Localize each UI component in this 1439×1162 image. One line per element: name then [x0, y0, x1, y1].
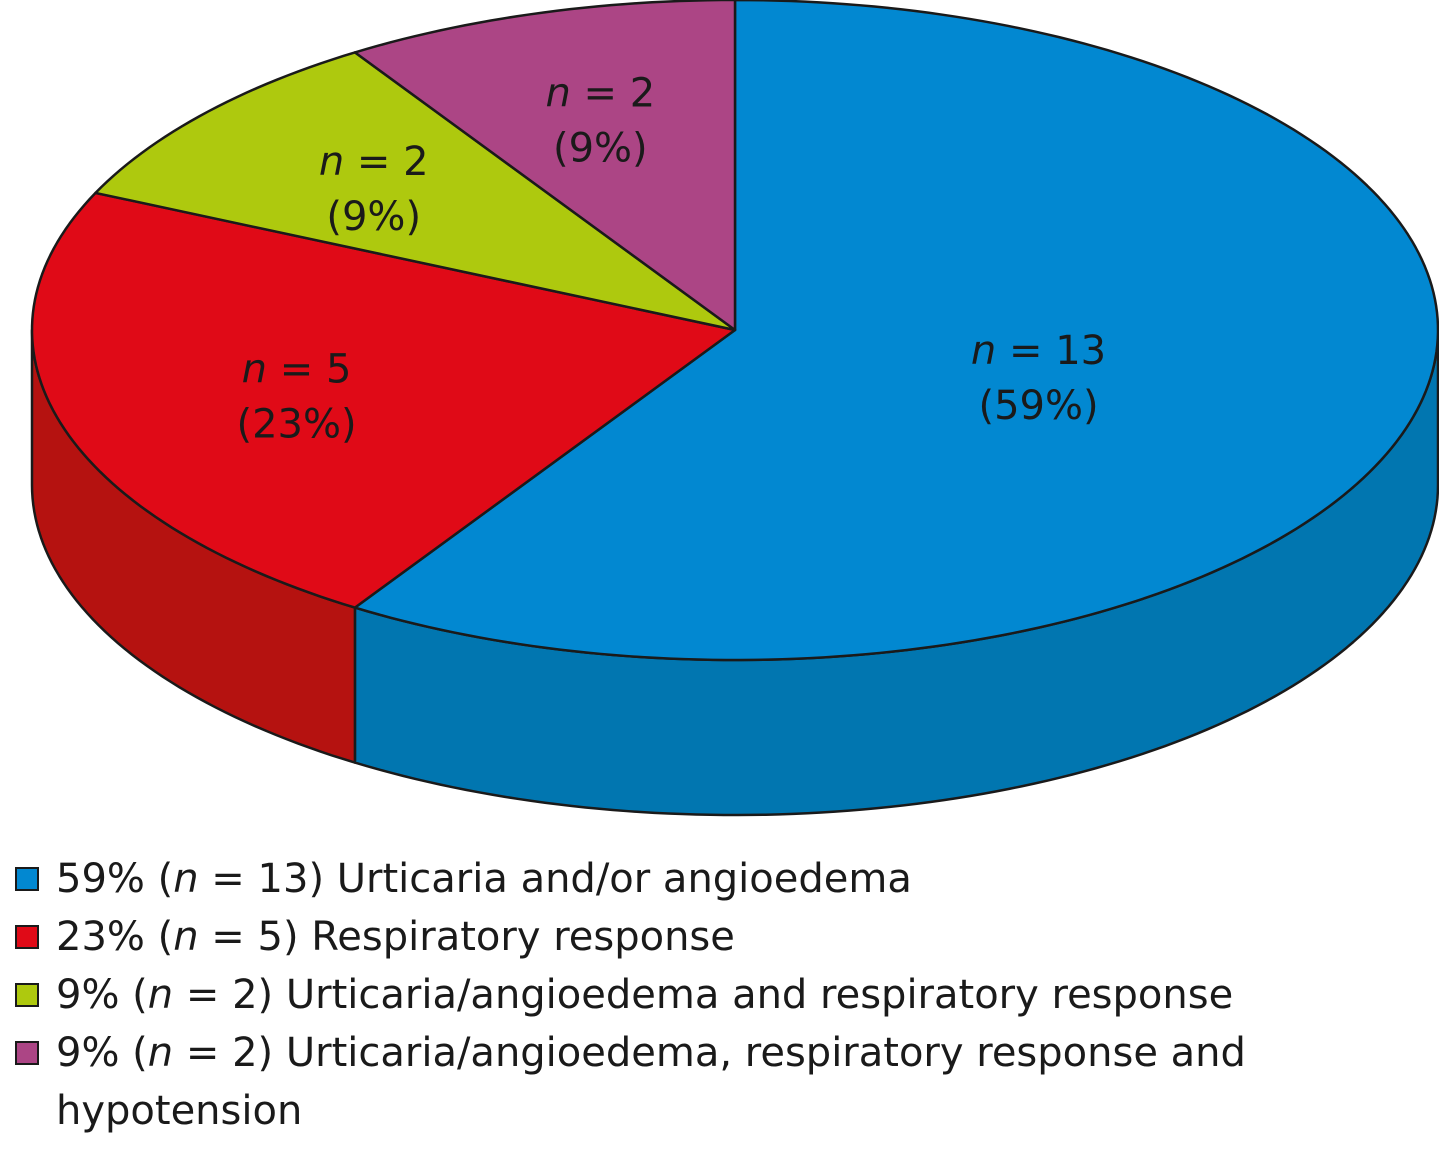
pie-chart: n = 13 (59%) n = 5 (23%) n = 2 (9%) n = 2 (9%)	[30, 0, 1439, 817]
slice-label-percent: (59%)	[978, 383, 1098, 429]
slice-label-n: n = 2	[319, 139, 429, 185]
slice-label-percent: (9%)	[326, 194, 421, 240]
legend-label: 9% (n = 2) Urticaria/angioedema and resp…	[56, 972, 1234, 1018]
legend-swatch	[15, 1041, 39, 1065]
pie-slice-1	[353, 0, 1439, 662]
pie-slice-2	[30, 191, 737, 609]
slice-label-n: n = 2	[545, 71, 655, 117]
pie-slice-3	[94, 51, 737, 332]
slice-label-3: n = 2 (9%)	[319, 139, 429, 240]
legend-label: 23% (n = 5) Respiratory response	[56, 914, 735, 960]
pie-slices	[30, 0, 1439, 662]
legend-swatch	[15, 983, 39, 1007]
slice-label-percent: (9%)	[553, 126, 648, 172]
slice-label-2: n = 5 (23%)	[236, 346, 356, 447]
legend-item-3: 9% (n = 2) Urticaria/angioedema and resp…	[12, 966, 1432, 1024]
legend-item-4: 9% (n = 2) Urticaria/angioedema, respira…	[12, 1024, 1432, 1140]
legend-item-1: 59% (n = 13) Urticaria and/or angioedema	[12, 850, 1432, 908]
slice-label-n: n = 5	[242, 346, 352, 392]
legend-label: 9% (n = 2) Urticaria/angioedema, respira…	[56, 1030, 1246, 1134]
slice-label-n: n = 13	[971, 328, 1106, 374]
legend-label: 59% (n = 13) Urticaria and/or angioedema	[56, 856, 912, 902]
slice-label-4: n = 2 (9%)	[545, 71, 655, 172]
slice-label-1: n = 13 (59%)	[971, 328, 1106, 429]
legend: 59% (n = 13) Urticaria and/or angioedema…	[12, 850, 1432, 1140]
slice-labels: n = 13 (59%) n = 5 (23%) n = 2 (9%) n = 2 (9%)	[236, 71, 1106, 448]
legend-swatch	[15, 867, 39, 891]
legend-item-2: 23% (n = 5) Respiratory response	[12, 908, 1432, 966]
slice-label-percent: (23%)	[236, 401, 356, 447]
pie-slice-4	[353, 0, 737, 332]
legend-swatch	[15, 925, 39, 949]
